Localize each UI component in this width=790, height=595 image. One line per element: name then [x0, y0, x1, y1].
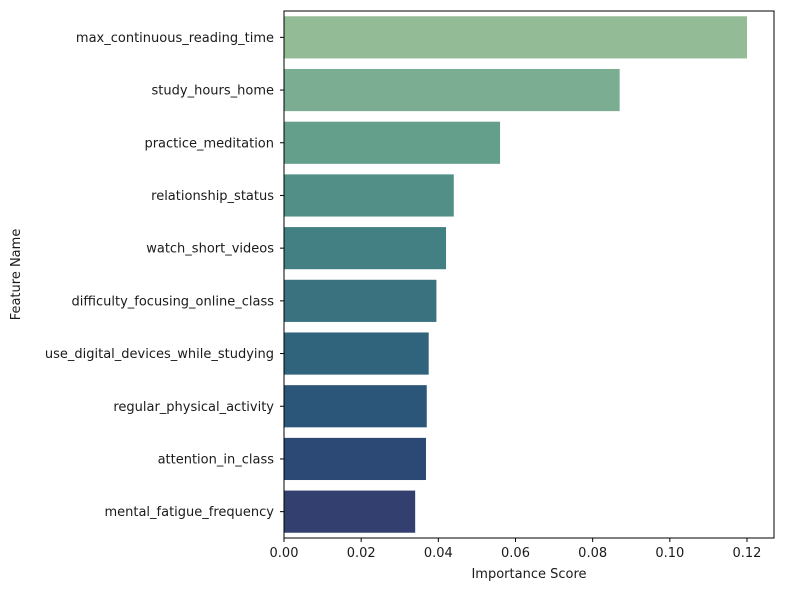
bar-relationship_status [284, 174, 454, 217]
x-tick-label: 0.12 [733, 546, 762, 561]
bar-attention_in_class [284, 437, 426, 481]
y-tick-label: mental_fatigue_frequency [104, 505, 274, 520]
y-tick-label: difficulty_focusing_online_class [72, 294, 275, 309]
y-axis-label: Feature Name [9, 229, 24, 321]
y-tick-label: regular_physical_activity [113, 400, 274, 415]
x-tick-label: 0.06 [501, 546, 530, 561]
y-tick-label: use_digital_devices_while_studying [45, 347, 274, 362]
bar-watch_short_videos [284, 227, 447, 270]
y-tick-label: max_continuous_reading_time [76, 31, 274, 46]
bar-practice_meditation [284, 121, 501, 164]
y-tick-label: relationship_status [151, 189, 274, 204]
bar-difficulty_focusing_online_class [284, 279, 437, 322]
y-tick-label: attention_in_class [158, 452, 275, 467]
x-tick-label: 0.08 [578, 546, 607, 561]
x-axis-label: Importance Score [471, 567, 586, 582]
x-tick-label: 0.04 [424, 546, 453, 561]
y-tick-label: study_hours_home [152, 84, 274, 99]
y-tick-label: watch_short_videos [146, 242, 274, 257]
bar-regular_physical_activity [284, 385, 427, 428]
y-tick-label: practice_meditation [144, 136, 274, 151]
x-axis: 0.00 0.02 0.04 0.06 0.08 0.10 0.12 [270, 538, 762, 561]
bar-max_continuous_reading_time [284, 16, 747, 59]
bar-mental_fatigue_frequency [284, 490, 416, 533]
plot-frame [283, 10, 775, 539]
bar-use_digital_devices_while_studying [284, 332, 429, 375]
x-tick-label: 0.10 [655, 546, 684, 561]
bar-study_hours_home [284, 68, 620, 112]
x-tick-label: 0.00 [270, 546, 299, 561]
x-tick-label: 0.02 [347, 546, 376, 561]
bars-layer [284, 16, 747, 533]
y-axis: max_continuous_reading_time study_hours_h… [45, 31, 284, 520]
